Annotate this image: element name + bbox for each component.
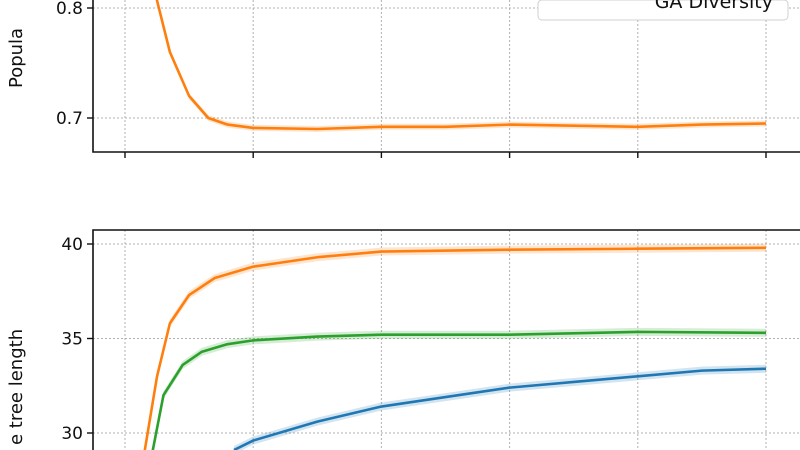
series-0-line: [155, 0, 767, 131]
series-2-confidence-band: [233, 364, 766, 450]
legend-entry: GA Diversity: [655, 0, 773, 13]
y-tick-label: 30: [61, 424, 83, 444]
series-0-confidence-band: [156, 0, 766, 132]
series-0-line: [143, 246, 767, 450]
axes-frame: [92, 229, 800, 450]
axes-frame: [92, 0, 800, 153]
series-0-confidence-band: [144, 243, 766, 450]
series-1-confidence-band: [152, 327, 766, 450]
bottom-y-axis-label: e tree length: [6, 329, 27, 445]
legend: GA Diversity: [537, 0, 789, 21]
y-tick-label: 35: [61, 330, 83, 350]
legend-box: [537, 0, 789, 21]
series-2-line: [233, 367, 767, 450]
top-panel: 0.7 0.8: [56, 0, 800, 158]
y-tick-label: 0.8: [56, 0, 83, 19]
bottom-panel: 30 35 40: [61, 229, 800, 450]
series-1-line: [151, 330, 767, 450]
top-y-axis-label: Popula: [6, 28, 27, 88]
y-tick-label: 0.7: [56, 109, 83, 129]
y-tick-label: 40: [61, 235, 83, 255]
